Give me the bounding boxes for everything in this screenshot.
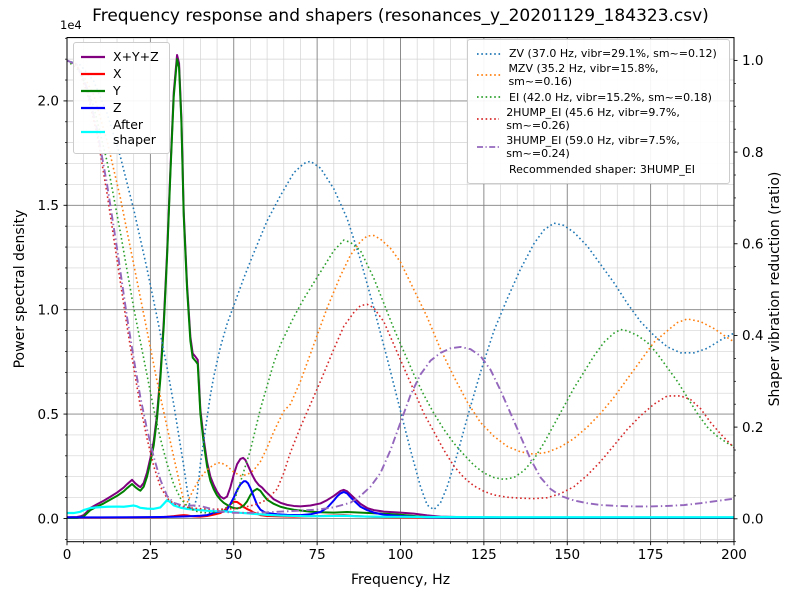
y-right-tick-label: 0.6: [742, 237, 763, 253]
legend-line-sample: [81, 106, 105, 109]
y-axis-offset-label: 1e4: [60, 18, 82, 32]
shaper-line-MZV: [67, 59, 734, 506]
legend-label: 3HUMP_EI (59.0 Hz, vibr=7.5%, sm~=0.24): [506, 134, 680, 161]
y-left-tick-label: 0.0: [38, 511, 59, 527]
legend-line-sample: [81, 72, 105, 75]
y-axis-right-label: Shaper vibration reduction (ratio): [767, 171, 783, 407]
legend-entry-Y: Y: [80, 83, 163, 98]
x-axis-label: Frequency, Hz: [350, 572, 451, 588]
legend-label: X+Y+Z: [113, 49, 159, 64]
shaper-line-ZV: [67, 59, 734, 511]
x-tick-label: 25: [142, 547, 159, 563]
legend-shapers: ZV (37.0 Hz, vibr=29.1%, sm~=0.12) MZV (3…: [467, 39, 730, 184]
legend-entry-Z: Z: [80, 100, 163, 115]
legend-entry-After: After shaper: [80, 117, 163, 147]
tick-labels: 0 25 50 75 100 125 150 175 200 0.0 0.5 1.0 1.5 2.0 0.0…: [38, 53, 764, 563]
x-tick-label: 200: [721, 547, 747, 563]
x-tick-label: 150: [554, 547, 580, 563]
legend-recommended-note: Recommended shaper: 3HUMP_EI: [476, 163, 721, 176]
y-right-tick-label: 0.2: [742, 420, 763, 436]
legend-entry-2HUMP_EI: 2HUMP_EI (45.6 Hz, vibr=9.7%, sm~=0.26): [476, 106, 721, 132]
legend-label: Z: [113, 100, 122, 115]
psd-line-X+Y+Z: [67, 53, 734, 519]
legend-entry-EI: EI (42.0 Hz, vibr=15.2%, sm~=0.18): [476, 91, 721, 104]
legend-entry-3HUMP_EI: 3HUMP_EI (59.0 Hz, vibr=7.5%, sm~=0.24): [476, 134, 721, 160]
y-axis-left-label: Power spectral density: [12, 209, 28, 369]
y-right-tick-label: 1.0: [742, 53, 763, 69]
legend-label: Recommended shaper: 3HUMP_EI: [509, 162, 695, 176]
psd-line-Y: [67, 58, 734, 520]
legend-line-sample: [81, 55, 105, 58]
y-left-tick-label: 2.0: [38, 94, 59, 110]
legend-label: 2HUMP_EI (45.6 Hz, vibr=9.7%, sm~=0.26): [506, 105, 680, 132]
legend-line-sample: [477, 118, 500, 120]
legend-line-sample: [477, 96, 501, 99]
legend-entry-MZV: MZV (35.2 Hz, vibr=15.8%, sm~=0.16): [476, 62, 721, 88]
axis-ticks: [63, 37, 738, 546]
x-tick-label: 50: [225, 547, 242, 563]
psd-line-After-shaper: [67, 498, 734, 519]
x-tick-label: 75: [309, 547, 326, 563]
legend-psd: X+Y+Z X Y Z After shaper: [73, 42, 170, 154]
y-right-tick-label: 0.8: [742, 145, 763, 161]
legend-label: After shaper: [113, 117, 156, 147]
shaper-line-3HUMP_EI: [67, 59, 734, 514]
legend-label: Y: [113, 83, 121, 98]
x-tick-label: 0: [63, 547, 72, 563]
legend-label: EI (42.0 Hz, vibr=15.2%, sm~=0.18): [509, 90, 712, 104]
legend-line-sample: [477, 52, 501, 55]
y-left-tick-label: 1.0: [38, 302, 59, 318]
x-tick-label: 175: [638, 547, 664, 563]
y-left-tick-label: 0.5: [38, 407, 59, 423]
chart-title: Frequency response and shapers (resonanc…: [92, 6, 709, 26]
legend-line-sample: [477, 146, 500, 149]
legend-line-sample: [81, 89, 105, 92]
shaper-line-EI: [67, 59, 734, 514]
y-left-tick-label: 1.5: [38, 198, 59, 214]
legend-line-sample: [477, 74, 501, 77]
legend-entry-ZV: ZV (37.0 Hz, vibr=29.1%, sm~=0.12): [476, 47, 721, 60]
legend-label: X: [113, 66, 122, 81]
x-tick-label: 100: [388, 547, 414, 563]
x-tick-label: 125: [471, 547, 497, 563]
legend-entry-X: X: [80, 66, 163, 81]
legend-label: ZV (37.0 Hz, vibr=29.1%, sm~=0.12): [509, 47, 717, 60]
y-right-tick-label: 0.0: [742, 512, 763, 528]
series-group: [67, 53, 734, 520]
shaper-line-2HUMP_EI: [67, 59, 734, 510]
legend-entry-X+Y+Z: X+Y+Z: [80, 49, 163, 64]
legend-label: MZV (35.2 Hz, vibr=15.8%, sm~=0.16): [508, 62, 659, 89]
y-right-tick-label: 0.4: [742, 328, 763, 344]
legend-line-sample: [81, 130, 105, 134]
